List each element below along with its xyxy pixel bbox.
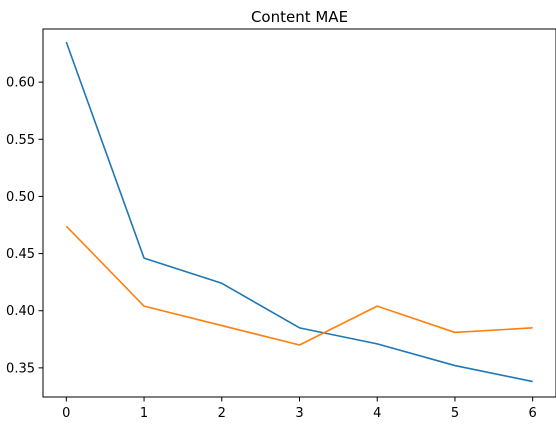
- y-tick-label: 0.60: [6, 76, 35, 91]
- series-layer: [66, 42, 532, 381]
- x-tick-label: 0: [62, 406, 70, 421]
- x-tick-label: 4: [373, 406, 381, 421]
- y-tick-label: 0.55: [6, 133, 35, 148]
- series-1: [66, 42, 532, 381]
- x-axis: 0 1 2 3 4 5 6: [62, 397, 537, 421]
- x-tick-label: 2: [218, 406, 226, 421]
- y-tick-label: 0.35: [6, 361, 35, 376]
- y-tick-label: 0.50: [6, 190, 35, 205]
- chart-title: Content MAE: [251, 8, 348, 26]
- x-tick-label: 5: [451, 406, 459, 421]
- y-tick-label: 0.40: [6, 304, 35, 319]
- x-tick-label: 1: [140, 406, 148, 421]
- x-tick-label: 3: [295, 406, 303, 421]
- plot-frame: [43, 29, 556, 397]
- x-tick-label: 6: [529, 406, 537, 421]
- y-axis: 0.35 0.40 0.45 0.50 0.55 0.60: [6, 76, 43, 377]
- series-1-line: [66, 42, 532, 381]
- y-tick-label: 0.45: [6, 247, 35, 262]
